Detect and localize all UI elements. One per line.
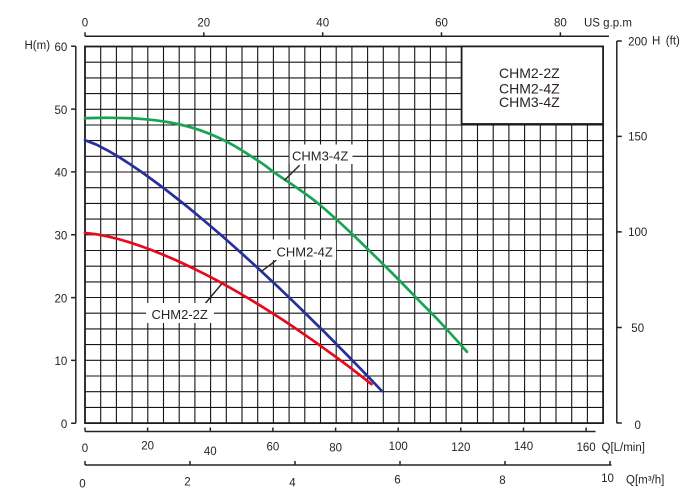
- svg-text:0: 0: [82, 443, 88, 455]
- svg-text:20: 20: [141, 441, 154, 453]
- svg-text:Q[m³/h]: Q[m³/h]: [626, 475, 664, 487]
- svg-text:0: 0: [61, 419, 67, 431]
- svg-text:150: 150: [628, 132, 647, 144]
- svg-text:80: 80: [329, 443, 342, 455]
- svg-text:0: 0: [79, 479, 85, 491]
- svg-text:CHM3-4Z: CHM3-4Z: [292, 149, 348, 164]
- svg-text:CHM2-4Z: CHM2-4Z: [277, 245, 333, 260]
- svg-text:40: 40: [316, 17, 329, 29]
- svg-text:US g.p.m: US g.p.m: [584, 17, 632, 29]
- svg-text:8: 8: [499, 475, 505, 487]
- svg-text:2: 2: [184, 477, 190, 489]
- svg-text:40: 40: [55, 168, 68, 180]
- svg-text:H(m): H(m): [25, 40, 51, 52]
- svg-text:H (ft): H (ft): [652, 36, 680, 48]
- svg-text:80: 80: [554, 17, 567, 29]
- svg-text:CHM2-2Z: CHM2-2Z: [152, 307, 208, 322]
- svg-text:120: 120: [451, 442, 470, 454]
- svg-text:20: 20: [197, 17, 210, 29]
- svg-text:CHM3-4Z: CHM3-4Z: [499, 94, 560, 110]
- svg-text:10: 10: [601, 473, 614, 485]
- svg-text:100: 100: [389, 441, 408, 453]
- svg-text:10: 10: [55, 356, 68, 368]
- svg-text:200: 200: [628, 36, 647, 48]
- svg-text:50: 50: [631, 323, 644, 335]
- svg-text:Q[L/min]: Q[L/min]: [602, 442, 645, 454]
- svg-text:40: 40: [204, 446, 217, 458]
- svg-text:100: 100: [628, 227, 647, 239]
- svg-text:4: 4: [289, 478, 296, 490]
- svg-text:60: 60: [435, 17, 448, 29]
- svg-text:0: 0: [634, 420, 640, 432]
- svg-text:140: 140: [514, 441, 533, 453]
- svg-text:CHM2-2Z: CHM2-2Z: [499, 65, 560, 81]
- svg-text:CHM2-4Z: CHM2-4Z: [499, 80, 560, 96]
- svg-text:60: 60: [267, 442, 280, 454]
- svg-text:20: 20: [55, 293, 68, 305]
- svg-text:60: 60: [55, 42, 68, 54]
- svg-text:50: 50: [55, 105, 68, 117]
- svg-text:160: 160: [577, 442, 596, 454]
- svg-text:30: 30: [55, 231, 68, 243]
- svg-text:0: 0: [82, 17, 88, 29]
- svg-text:6: 6: [394, 474, 400, 486]
